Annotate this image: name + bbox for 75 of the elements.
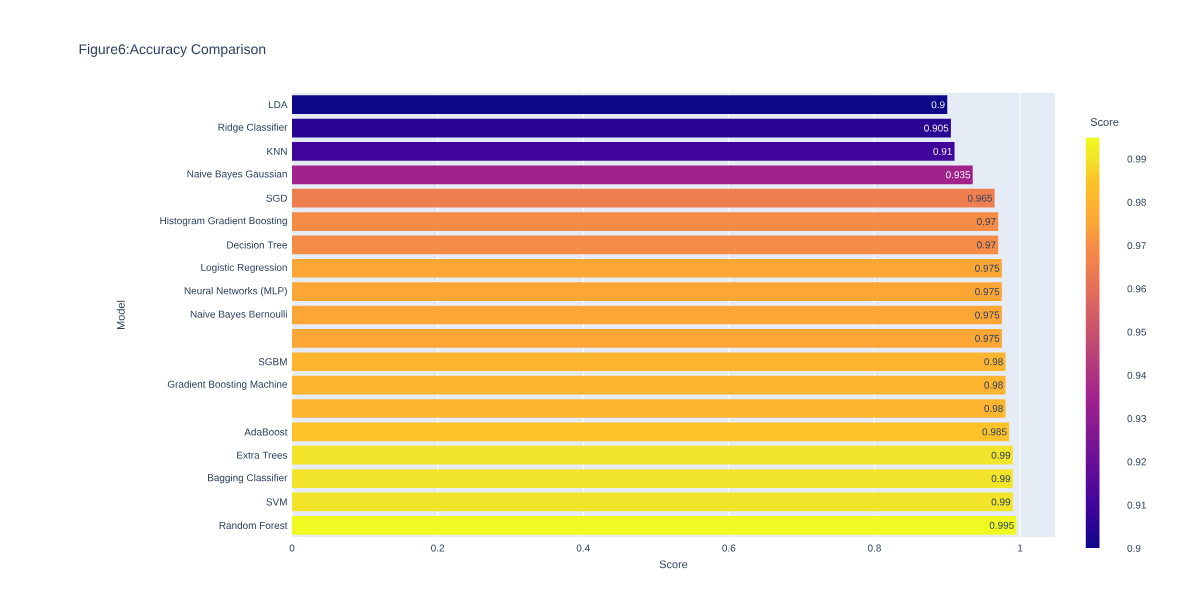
data-label: 0.99 (991, 498, 1011, 506)
y-axis-title: Model (116, 300, 125, 330)
data-label: 0.98 (984, 358, 1003, 366)
y-tick-label: SGD (266, 194, 288, 202)
y-tick-label: Gradient Boosting Machine (167, 380, 288, 390)
data-label: 0.98 (984, 381, 1003, 389)
data-label: 0.935 (946, 171, 971, 179)
x-tick-label: 0.8 (867, 544, 881, 552)
bar (292, 235, 999, 255)
data-label: 0.905 (924, 124, 949, 132)
bar (292, 95, 948, 115)
bar (292, 492, 1013, 512)
color-bar-label: 0.93 (1127, 415, 1147, 423)
bar (292, 375, 1006, 395)
bar (292, 445, 1013, 465)
y-tick-label: LDA (268, 101, 288, 109)
y-tick-label: Ridge Classifier (218, 123, 288, 133)
y-tick-label: Logistic Regression (201, 263, 287, 273)
color-bar-title: Score (1090, 118, 1119, 126)
data-label: 0.99 (991, 475, 1011, 483)
bar (292, 142, 955, 161)
bar (292, 515, 1017, 535)
bar (292, 422, 1010, 442)
color-bar-label: 0.96 (1127, 285, 1147, 293)
color-bar-label: 0.95 (1127, 328, 1147, 336)
y-tick-label: Naive Bayes Bernoulli (190, 310, 287, 320)
bar (292, 118, 951, 138)
bar (292, 469, 1013, 488)
color-bar-label: 0.94 (1127, 371, 1147, 379)
x-tick-label: 1 (1018, 544, 1023, 552)
y-tick-label: Bagging Classifier (208, 473, 288, 484)
bar (292, 305, 1002, 325)
data-label: 0.975 (975, 264, 1000, 272)
bar (292, 329, 1002, 348)
data-label: 0.975 (975, 334, 1000, 342)
color-bar-label: 0.99 (1127, 155, 1146, 163)
x-tick-label: 0 (289, 544, 295, 552)
y-tick-label: Extra Trees (237, 451, 288, 459)
data-label: 0.99 (991, 451, 1011, 459)
data-label: 0.965 (967, 194, 992, 202)
y-tick-label: Decision Tree (227, 241, 288, 249)
data-label: 0.91 (933, 147, 952, 155)
color-bar-label: 0.98 (1127, 198, 1147, 206)
y-tick-label: Neural Networks (MLP) (184, 287, 287, 297)
bar (292, 212, 999, 231)
y-tick-label: SVM (266, 498, 287, 506)
color-bar-label: 0.91 (1127, 501, 1146, 509)
bar (292, 352, 1006, 372)
data-label: 0.97 (977, 241, 996, 249)
data-label: 0.9 (931, 101, 945, 109)
y-tick-label: Random Forest (219, 521, 288, 529)
data-label: 0.975 (975, 311, 1000, 319)
y-tick-label: Naive Bayes Gaussian (187, 170, 287, 180)
bar (292, 282, 1002, 301)
text: Figure6:Accuracy Comparison (79, 43, 266, 57)
data-label: 0.975 (975, 288, 1000, 296)
data-label: 0.97 (977, 218, 996, 226)
color-bar-label: 0.92 (1127, 458, 1146, 466)
x-axis-title: Score (659, 560, 688, 569)
x-tick-label: 0.6 (722, 544, 736, 552)
color-bar-label: 0.97 (1127, 242, 1146, 250)
bar (292, 188, 995, 208)
bar (292, 399, 1006, 418)
y-tick-label: AdaBoost (244, 428, 288, 436)
y-tick-label: SGBM (258, 358, 287, 366)
data-label: 0.995 (989, 521, 1014, 529)
color-bar-label: 0.9 (1127, 544, 1141, 552)
x-tick-label: 0.4 (576, 544, 590, 552)
bar (292, 165, 973, 185)
data-label: 0.985 (982, 428, 1007, 436)
y-tick-label: Histogram Gradient Boosting (160, 216, 287, 227)
x-tick-label: 0.2 (431, 544, 445, 552)
bar (292, 258, 1002, 278)
y-tick-label: KNN (267, 147, 287, 155)
data-label: 0.98 (984, 404, 1003, 412)
